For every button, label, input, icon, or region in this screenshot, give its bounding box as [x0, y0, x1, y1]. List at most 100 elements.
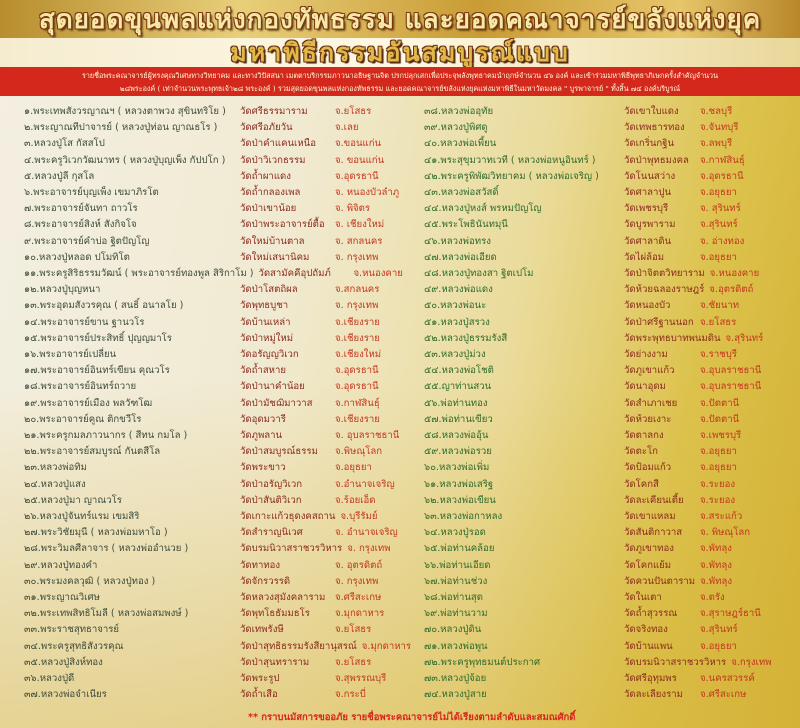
monk-name: ๔๒.พระครูพิพัฒวิทยาคม ( หลวงพ่อเจริญ ): [424, 170, 599, 182]
list-item: ๕๖.พ่อท่านทอง วัดสำเภาเชย จ.ปัตตานี: [424, 396, 739, 412]
list-item: ๖๒.หลวงพ่อเขียน วัดละเคียนเตี้ย จ.ระยอง: [424, 493, 735, 509]
temple-name: วัดพุทโธธัมมธโร: [240, 608, 310, 620]
province-name: จ.ราชบุรี: [700, 349, 737, 360]
list-item: ๒๙.หลวงปู่ทองคำ วัดทาทอง จ. อุตรดิตถ์: [24, 558, 382, 574]
province-name: จ.พัทลุง: [700, 559, 732, 571]
province-name: จ.อยุธยา: [700, 251, 737, 263]
list-item: ๘.พระอาจารย์สิงห์ สังกิจโจ วัดป่าพระอาจาร…: [24, 217, 384, 233]
monk-name: ๕๓.หลวงปู่ม่วง: [424, 349, 486, 360]
monk-name: ๖๔.หลวงปู่รอด: [424, 527, 486, 539]
temple-name: วัดถ้ำเสือ: [240, 689, 278, 701]
province-name: จ.ร้อยเอ็ด: [335, 494, 376, 506]
province-name: จ.ยโสธร: [335, 106, 372, 117]
temple-name: วัดใหม่บ้านตาล: [240, 235, 305, 247]
list-item: ๙.พระอาจารย์คำบ่อ ฐิตปัญโญ วัดใหม่บ้านตาล…: [24, 234, 382, 250]
province-name: จ.ตรัง: [700, 592, 725, 603]
temple-name: วัดศรีอุทุมพร: [624, 673, 677, 684]
poster-title: สุดยอดขุนพลแห่งกองทัพธรรม และยอดคณาจารย์…: [0, 0, 800, 38]
temple-name: วัดอรัญญวิเวก: [240, 349, 299, 360]
temple-name: วัดย่างงาม: [624, 349, 668, 360]
list-item: ๓๕.หลวงปู่สิงห์ทอง วัดป่าสุนทราราม จ.ยโสธร: [24, 655, 371, 671]
province-name: จ.อุบลราชธานี: [700, 381, 762, 393]
province-name: จ. กรุงเทพ: [335, 575, 379, 587]
temple-name: วัดเขาแหลม: [624, 511, 676, 522]
monk-name: ๒๙.หลวงปู่ทองคำ: [24, 559, 98, 571]
list-item: ๗๑.หลวงพ่อพูน วัดบ้านแพน จ.อยุธยา: [424, 639, 737, 655]
monk-name: ๒๑.พระครูกมลภาวนากร ( สีทน กมโล ): [24, 430, 188, 441]
list-item: ๓๒.พระเทพสิทธิโมลี ( หลวงพ่อสมพงษ์ ) วัดพ…: [24, 606, 384, 622]
monk-name: ๖๓.หลวงพ่อกาหลง: [424, 511, 503, 522]
temple-name: วัดห้วยฉลองราษฎร์: [624, 284, 705, 296]
monk-name: ๓๗.หลวงพ่อจำเนียร: [24, 689, 107, 701]
province-name: จ.พัทลุง: [700, 543, 732, 555]
province-name: จ.อุบลราชธานี: [700, 365, 762, 377]
list-item: ๖.พระอาจารย์บุญเพ็ง เขมาภิรโต วัดถ้ำกลองเ…: [24, 185, 399, 201]
province-name: จ.อุดรธานี: [700, 170, 744, 182]
monk-name: ๒๗.พระวิชัยมุนี ( หลวงพ่อมหาโอ ): [24, 527, 168, 539]
monk-name: ๓๓.พระราชสุทธาจารย์: [24, 624, 120, 636]
list-item: ๔๑.พระสุขุมวาทเวที ( หลวงพ่อหนูอินทร์ ) ว…: [424, 153, 745, 169]
temple-name: วัดบูรพาราม: [624, 219, 676, 231]
list-item: ๑๙.พระอาจารย์เมือง พลวัฑโฒ วัดป่ามัชฌิมาว…: [24, 396, 380, 412]
list-item: ๑๒.หลวงปู่บุญหนา วัดป่าโสตถิผล จ.สกลนคร: [24, 282, 379, 298]
province-name: จ.กาฬสินธุ์: [700, 154, 745, 166]
list-item: ๖๕.พ่อท่านคล้อย วัดภูเขาทอง จ.พัทลุง: [424, 541, 732, 557]
list-item: ๑๑.พระครูสิริธรรมวัฒน์ ( พระอาจารย์ทองพู…: [24, 266, 403, 282]
list-item: ๓๓.พระราชสุทธาจารย์ วัดเทพรังษี จ.ยโสธร: [24, 622, 371, 638]
province-name: จ.อยุธยา: [335, 462, 372, 474]
list-item: ๔๗.หลวงพ่อเอียด วัดไผ่ล้อม จ.อยุธยา: [424, 250, 737, 266]
monk-name: ๗๑.หลวงพ่อพูน: [424, 640, 488, 652]
list-item: ๑.พระเทพสังวรญาณฯ ( หลวงตาพวง สุขินทริโย…: [24, 104, 371, 120]
temple-name: วัดหนองบัว: [624, 300, 671, 312]
monk-name: ๗๒.พระครูพุทธมนต์ประกาศ: [424, 656, 541, 668]
temple-name: วัดสันติกาวาส: [624, 527, 683, 539]
province-name: จ.หนองคาย: [709, 268, 760, 279]
list-item: ๔๒.พระครูพิพัฒวิทยาคม ( หลวงพ่อเจริญ ) วั…: [424, 169, 744, 185]
monk-name: ๑๔.พระอาจารย์ขาน ฐานวโร: [24, 316, 145, 328]
monk-name: ๔๓.หลวงพ่อสวัสดิ์: [424, 187, 499, 198]
province-name: จ.สุรินทร์: [700, 624, 738, 636]
temple-name: วัดจักรวรรดิ: [240, 575, 291, 587]
monk-name: ๓๐.พระมงคลวุฒิ ( หลวงปู่ทอง ): [24, 575, 156, 587]
list-item: ๖๙.พ่อท่านวาม วัดถ้ำสุวรรณ จ.สุราษฎร์ธานี: [424, 606, 761, 622]
list-item: ๒๓.หลวงพ่อทิม วัดพระขาว จ.อยุธยา: [24, 460, 372, 476]
list-item: ๓๑.พระญาณวิเศษ วัดหลวงสุมังคลาราม จ.ศรีสะเ…: [24, 590, 381, 606]
list-item: ๒.พระญาณทีปาจารย์ ( หลวงปู่ท่อน ญาณธโร )…: [24, 120, 358, 136]
province-name: จ. หนองบัวลำภู: [335, 187, 400, 198]
province-name: จ. อำนาจเจริญ: [335, 527, 398, 539]
list-item: ๑๕.พระอาจารย์ประสิทธิ์ ปุญญมาโร วัดป่าหมู…: [24, 331, 380, 347]
province-name: จ. อุตรดิตถ์: [335, 559, 383, 571]
monk-name: ๕๒.หลวงปู่ธรรมรังสี: [424, 332, 508, 344]
temple-name: วัดบ้านแพน: [624, 640, 673, 652]
list-item: ๑๓.พระอุดมสังวรคุณ ( สนธิ์ อนาลโย ) วัดพุ…: [24, 298, 378, 314]
province-name: จ.ลพบุรี: [700, 138, 733, 150]
monk-name: ๕๕.ญาท่านสวน: [424, 381, 492, 393]
list-item: ๕๒.หลวงปู่ธรรมรังสี วัดพระพุทธบาทพนมดิน จ.…: [424, 331, 763, 347]
list-item: ๑๘.พระอาจารย์อินทร์ถวาย วัดป่านาคำน้อย จ.อ…: [24, 379, 379, 395]
monk-name: ๒๔.หลวงปู่แสง: [24, 478, 86, 490]
list-item: ๖๐.หลวงพ่อเพิ่ม วัดป้อมแก้ว จ.อยุธยา: [424, 460, 737, 476]
list-item: ๔๖.หลวงพ่อทรง วัดศาลาดิน จ. อ่างทอง: [424, 234, 744, 250]
monk-name: ๗๔.หลวงปู่สาย: [424, 689, 487, 701]
temple-name: วัดศรีธรรมาราม: [240, 106, 308, 117]
temple-name: วัดละเลียงราม: [624, 689, 683, 701]
province-name: จ.ปัตตานี: [700, 397, 740, 409]
province-name: จ.บุรีรัมย์: [340, 511, 378, 522]
monk-name: ๔๗.หลวงพ่อเอียด: [424, 251, 497, 263]
province-name: จ.อุดรธานี: [335, 365, 379, 377]
temple-name: วัดป่าหมู่ใหม่: [240, 332, 294, 344]
province-name: จ.เชียงราย: [335, 332, 380, 344]
list-item: ๒๕.หลวงปู่มา ญาณวโร วัดป่าสันติวิเวก จ.ร้อ…: [24, 493, 375, 509]
list-item: ๕.หลวงปู่ลี กุสโล วัดถ้ำผาแดง จ.อุดรธานี: [24, 169, 379, 185]
temple-name: วัดป่าอรัญวิเวก: [240, 478, 303, 490]
monk-name: ๖๑.หลวงพ่อเสริฐ: [424, 478, 494, 490]
monk-name: ๔๘.หลวงปู่ทองสา ฐิตเปโม: [424, 268, 534, 279]
province-name: จ.สระแก้ว: [700, 511, 743, 522]
province-name: จ.อุดรธานี: [335, 170, 379, 182]
province-name: จ.มุกดาหาร: [361, 640, 412, 652]
monk-name: ๑๗.พระอาจารย์อินทร์เขียน คุณวโร: [24, 365, 170, 377]
temple-name: วัดตาลกง: [624, 430, 664, 441]
province-name: จ.ชัยนาท: [700, 300, 740, 312]
monk-name: ๓๑.พระญาณวิเศษ: [24, 592, 100, 603]
monk-name: ๑๐.หลวงปู่หลอด ปโมทิโต: [24, 251, 130, 263]
